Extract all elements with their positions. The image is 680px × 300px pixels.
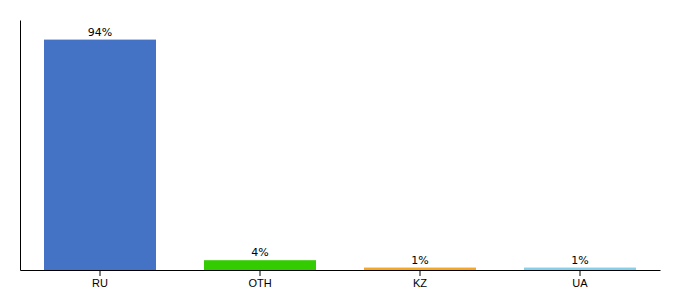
x-tick-label: KZ — [413, 277, 427, 289]
plot: 94% 4% 1% 1% RU OTH KZ UA — [21, 21, 661, 289]
bar — [524, 268, 636, 270]
x-tick-label: OTH — [248, 277, 271, 289]
x-tick-label: RU — [92, 277, 108, 289]
x-tick: UA — [572, 270, 588, 289]
bar — [364, 268, 476, 270]
bars — [44, 40, 636, 270]
x-tick-mark — [580, 270, 581, 276]
x-axis-line — [21, 270, 661, 271]
data-label: 94% — [88, 26, 112, 39]
data-label: 1% — [411, 254, 428, 267]
bar — [44, 40, 156, 270]
x-tick-mark — [100, 270, 101, 276]
x-tick-mark — [260, 270, 261, 276]
y-axis-line — [20, 21, 21, 271]
x-axis: RU OTH KZ UA — [21, 270, 661, 289]
chart: 94% 4% 1% 1% RU OTH KZ UA — [0, 0, 680, 300]
data-label: 1% — [571, 254, 588, 267]
x-tick: KZ — [413, 270, 427, 289]
x-tick: OTH — [248, 270, 271, 289]
bar — [204, 260, 316, 270]
data-label: 4% — [251, 246, 268, 259]
x-tick-label: UA — [572, 277, 588, 289]
data-labels: 94% 4% 1% 1% — [88, 26, 589, 267]
x-tick-mark — [420, 270, 421, 276]
y-axis — [20, 21, 21, 271]
x-tick: RU — [92, 270, 108, 289]
